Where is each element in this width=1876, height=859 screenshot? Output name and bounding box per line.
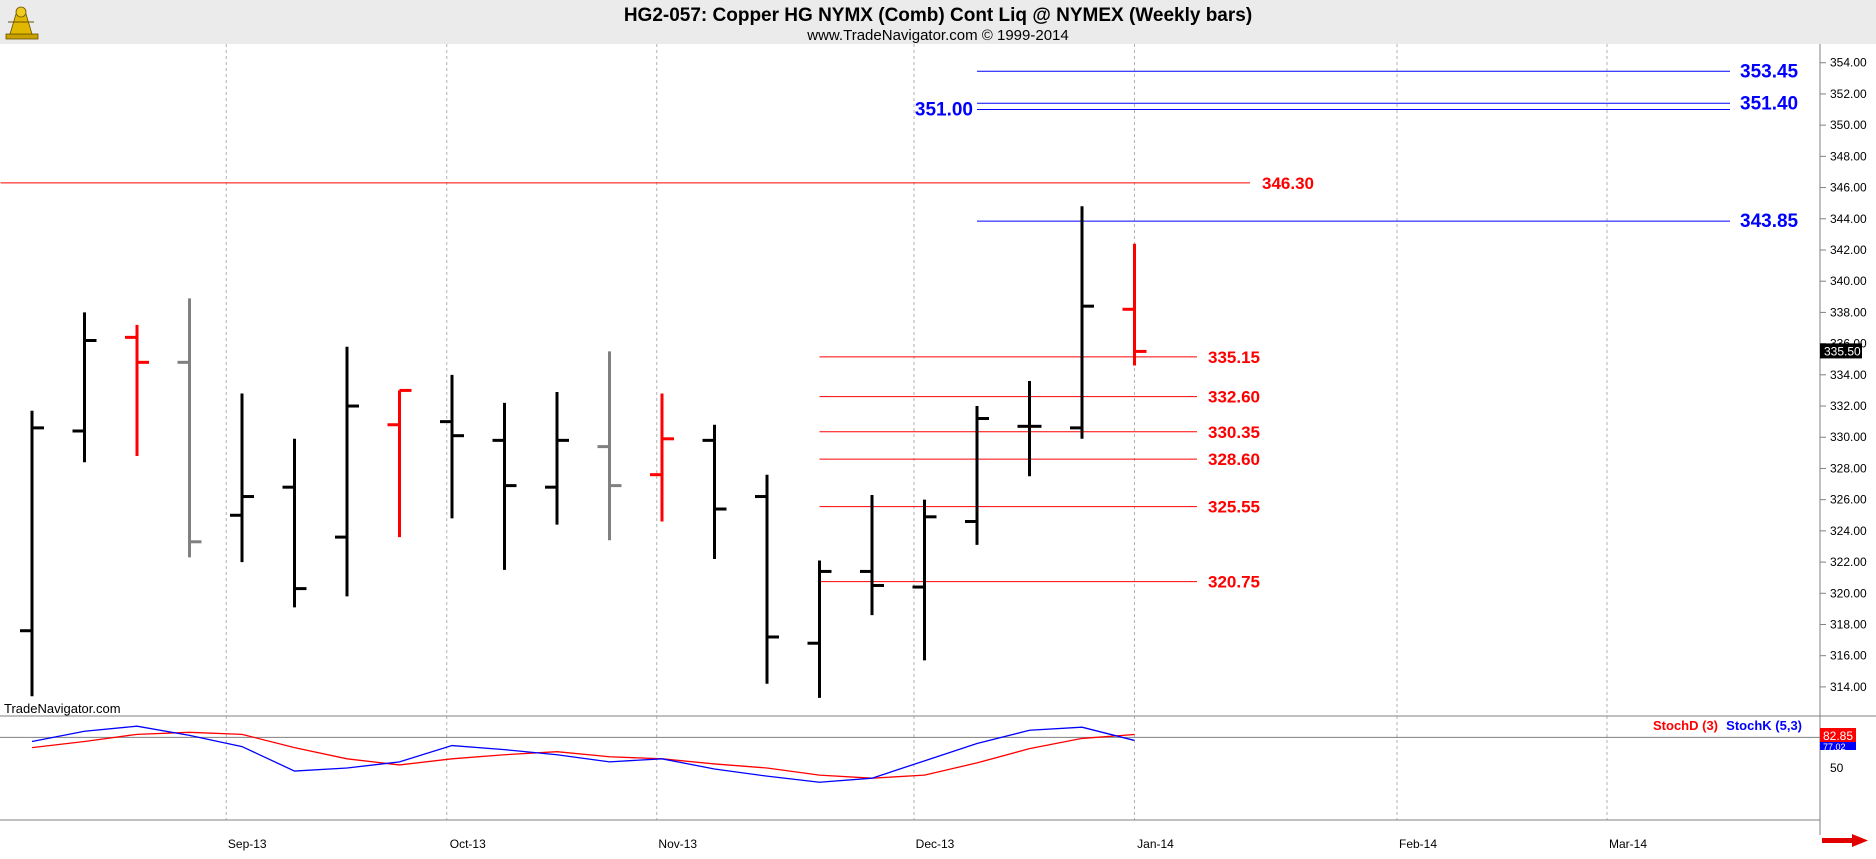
ohlc-bar-21[interactable] [1122, 243, 1147, 366]
price-tick-label: 338.00 [1830, 305, 1867, 319]
price-tick-label: 328.00 [1830, 461, 1867, 475]
ohlc-bar-16[interactable] [860, 494, 884, 616]
title-bar [0, 0, 1876, 44]
level-label-353.45: 353.45 [1740, 61, 1799, 82]
stoch-series-0 [31, 731, 1135, 779]
level-label-325.55: 325.55 [1208, 498, 1260, 517]
ohlc-bar-17[interactable] [912, 499, 937, 661]
ohlc-bar-19[interactable] [1017, 381, 1042, 477]
stoch-series-1 [31, 725, 1135, 783]
last-price-label: 335.50 [1824, 344, 1861, 358]
price-tick-label: 340.00 [1830, 274, 1867, 288]
ohlc-bar-15[interactable] [807, 560, 832, 698]
watermark: TradeNavigator.com [4, 701, 121, 716]
ohlc-bar-10[interactable] [545, 391, 569, 525]
ohlc-bar-1[interactable] [72, 312, 97, 463]
ohlc-bar-5[interactable] [282, 438, 307, 608]
price-tick-label: 322.00 [1830, 555, 1867, 569]
time-axis-label: Nov-13 [658, 837, 697, 851]
level-label-343.85: 343.85 [1740, 211, 1799, 232]
legend-stoch-d: StochD (3) [1653, 718, 1718, 733]
ohlc-bar-14[interactable] [755, 474, 779, 684]
level-label-328.60: 328.60 [1208, 450, 1260, 469]
ohlc-bar-0[interactable] [20, 410, 44, 697]
ohlc-bar-6[interactable] [335, 346, 359, 597]
chart-subtitle: www.TradeNavigator.com © 1999-2014 [806, 27, 1068, 44]
price-tick-label: 348.00 [1830, 149, 1867, 163]
ohlc-bar-7[interactable] [387, 388, 412, 538]
time-axis-label: Dec-13 [916, 837, 955, 851]
level-label-335.15: 335.15 [1208, 348, 1260, 367]
legend-stoch-k: StochK (5,3) [1726, 718, 1802, 733]
ohlc-bar-12[interactable] [650, 393, 674, 522]
last-price-marker: 335.50 [1820, 343, 1862, 359]
ohlc-bar-13[interactable] [702, 424, 727, 559]
time-axis: Sep-13 Oct-13 Nov-13 Dec-13 Jan-14 Feb-14 Mar-… [228, 837, 1647, 851]
price-axis: 314.00 316.00 318.00 320.00 322.00 324.00 326.… [1820, 56, 1867, 694]
price-tick-label: 332.00 [1830, 399, 1867, 413]
price-tick-label: 346.00 [1830, 181, 1867, 195]
level-label-320.75: 320.75 [1208, 573, 1260, 592]
price-tick-label: 350.00 [1830, 118, 1867, 132]
price-tick-label: 318.00 [1830, 617, 1867, 631]
price-panel [0, 44, 1820, 715]
stoch-tick-label: 50 [1830, 761, 1844, 775]
price-tick-label: 352.00 [1830, 87, 1867, 101]
price-tick-label: 320.00 [1830, 586, 1867, 600]
time-axis-label: Feb-14 [1399, 837, 1437, 851]
level-label-351.00: 351.00 [915, 100, 973, 121]
time-axis-label: Sep-13 [228, 837, 267, 851]
level-label-332.60: 332.60 [1208, 388, 1260, 407]
ohlc-bar-11[interactable] [597, 351, 622, 541]
ohlc-bar-20[interactable] [1070, 206, 1094, 439]
ohlc-bar-8[interactable] [440, 374, 464, 519]
ohlc-bar-3[interactable] [177, 298, 202, 558]
price-tick-label: 342.00 [1830, 243, 1867, 257]
stoch-d-last-value: 82.85 [1823, 729, 1853, 743]
ohlc-bar-18[interactable] [965, 406, 989, 545]
price-tick-label: 354.00 [1830, 56, 1867, 70]
ohlc-bar-4[interactable] [230, 393, 254, 563]
price-tick-label: 314.00 [1830, 680, 1867, 694]
price-tick-label: 344.00 [1830, 212, 1867, 226]
level-layer: 353.45 351.40 351.00 346.30 343.85 335.15 332.… [0, 61, 1799, 592]
time-axis-label: Mar-14 [1609, 837, 1647, 851]
price-tick-label: 316.00 [1830, 649, 1867, 663]
price-tick-label: 326.00 [1830, 493, 1867, 507]
ohlc-bar-9[interactable] [492, 402, 517, 570]
level-label-346.30: 346.30 [1262, 174, 1314, 193]
stoch-k-last-value: 77.02 [1823, 742, 1846, 752]
price-tick-label: 330.00 [1830, 430, 1867, 444]
stoch-last-values: 82.85 77.02 [1820, 728, 1856, 752]
price-tick-label: 334.00 [1830, 368, 1867, 382]
level-label-351.40: 351.40 [1740, 93, 1798, 114]
stochastic-panel: 50 [0, 725, 1844, 783]
price-tick-label: 324.00 [1830, 524, 1867, 538]
bar-layer [20, 206, 1147, 698]
chart-title: HG2-057: Copper HG NYMX (Comb) Cont Liq … [624, 5, 1252, 26]
right-arrow-icon[interactable] [1822, 834, 1868, 847]
trade-navigator-logo-icon[interactable] [5, 6, 39, 40]
ohlc-bar-2[interactable] [125, 324, 149, 456]
level-label-330.35: 330.35 [1208, 423, 1260, 442]
time-axis-label: Oct-13 [450, 837, 486, 851]
time-axis-label: Jan-14 [1137, 837, 1174, 851]
